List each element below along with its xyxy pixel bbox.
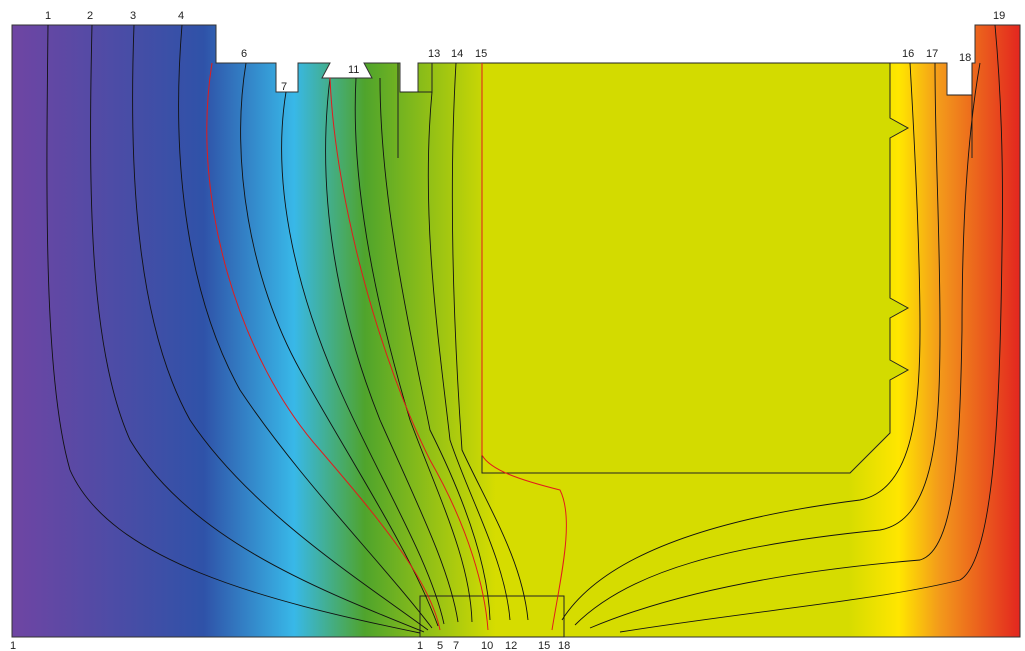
top-label: 6 bbox=[241, 48, 247, 60]
bottom-label: 5 bbox=[437, 640, 443, 651]
top-label: 3 bbox=[130, 10, 136, 22]
top-labels: 1 2 3 4 6 7 11 13 14 15 16 17 18 19 bbox=[45, 10, 1005, 93]
top-label: 19 bbox=[993, 10, 1005, 22]
bottom-label: 7 bbox=[453, 640, 459, 651]
top-label: 2 bbox=[87, 10, 93, 22]
top-label: 11 bbox=[348, 64, 359, 76]
bottom-label: 12 bbox=[505, 640, 517, 651]
bottom-label: 10 bbox=[481, 640, 493, 651]
bottom-label: 18 bbox=[558, 640, 570, 651]
top-label: 18 bbox=[959, 52, 971, 64]
top-label: 16 bbox=[902, 48, 914, 60]
highlight-isolines bbox=[206, 62, 567, 631]
bottom-label: 1 bbox=[10, 640, 16, 651]
top-label: 13 bbox=[428, 48, 440, 60]
core-region bbox=[481, 62, 910, 474]
bottom-label: 15 bbox=[538, 640, 550, 651]
top-label: 7 bbox=[281, 81, 287, 93]
top-label: 15 bbox=[475, 48, 487, 60]
top-label: 17 bbox=[926, 48, 938, 60]
isolines bbox=[46, 24, 1003, 634]
bottom-label: 1 bbox=[417, 640, 423, 651]
slot-right bbox=[947, 63, 973, 158]
top-label: 14 bbox=[451, 48, 463, 60]
bottom-labels: 1 1 5 7 10 12 15 18 bbox=[10, 640, 570, 651]
top-label: 1 bbox=[45, 10, 51, 22]
top-label: 4 bbox=[178, 10, 184, 22]
